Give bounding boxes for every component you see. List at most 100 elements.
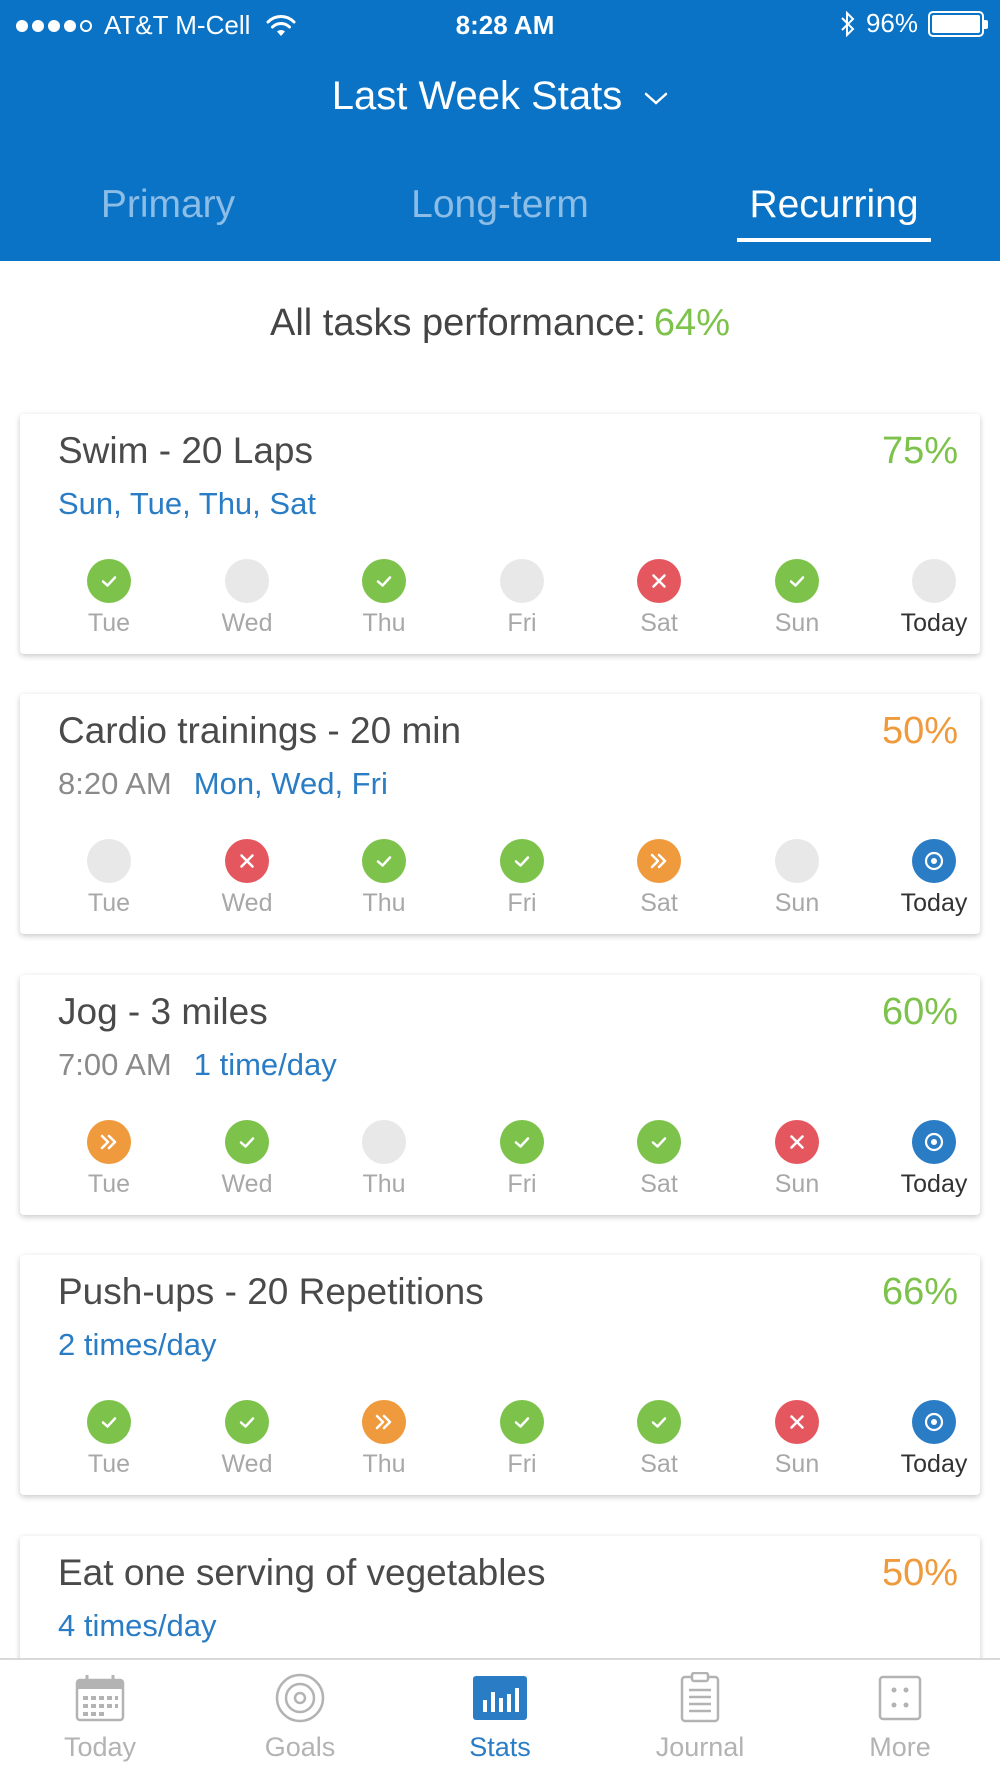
day-status[interactable]: Thu [329, 1400, 439, 1479]
nav-today[interactable]: Today [0, 1672, 200, 1763]
task-title: Cardio trainings - 20 min [58, 710, 462, 751]
day-status[interactable]: Tue [54, 1120, 164, 1199]
bottom-nav: Today Goals Stats Journal [0, 1658, 1000, 1778]
nav-more[interactable]: More [800, 1672, 1000, 1763]
day-label: Sun [774, 1170, 820, 1198]
day-status[interactable]: Thu [329, 1120, 439, 1199]
day-status[interactable]: Thu [329, 839, 439, 918]
day-status[interactable]: Tue [54, 559, 164, 638]
cross-icon [775, 1120, 819, 1164]
nav-label: Today [63, 1732, 137, 1762]
check-icon [87, 559, 131, 603]
day-label: Wed [221, 1450, 273, 1478]
performance-label: All tasks performance: [270, 302, 646, 344]
task-card[interactable]: Push-ups - 20 Repetitions 66% 2 times/da… [20, 1255, 980, 1495]
day-status[interactable]: Tue [54, 839, 164, 918]
day-status[interactable]: Sat [604, 1120, 714, 1199]
tab-primary[interactable]: Primary [100, 183, 236, 226]
day-status[interactable]: Thu [329, 559, 439, 638]
performance-summary: All tasks performance: 64% [0, 302, 1000, 345]
grid-icon [878, 1675, 922, 1721]
task-subtitle: 4 times/day [58, 1608, 217, 1644]
tab-long-term[interactable]: Long-term [411, 183, 589, 226]
target-icon [275, 1673, 325, 1723]
check-icon [637, 1120, 681, 1164]
day-label: Today [900, 889, 968, 917]
day-row: Tue Wed Thu Fri Sat Sun Today [20, 1400, 980, 1490]
day-status[interactable]: Sun [742, 1400, 852, 1479]
day-status[interactable]: Today [879, 1120, 989, 1199]
task-title: Eat one serving of vegetables [58, 1552, 546, 1593]
check-icon [500, 1120, 544, 1164]
nav-journal[interactable]: Journal [600, 1672, 800, 1763]
page-title: Last Week Stats [331, 74, 623, 118]
task-percent: 50% [881, 1552, 958, 1594]
active-tab-indicator [737, 238, 931, 242]
cross-icon [775, 1400, 819, 1444]
task-card[interactable]: Swim - 20 Laps 75% Sun, Tue, Thu, Sat Tu… [20, 414, 980, 654]
day-label: Sat [640, 1170, 678, 1198]
day-status[interactable]: Sun [742, 839, 852, 918]
day-status[interactable]: Today [879, 559, 989, 638]
day-label: Wed [221, 1170, 273, 1198]
tab-bar: Primary Long-term Recurring [0, 183, 1000, 243]
check-icon [362, 839, 406, 883]
skip-icon [362, 1400, 406, 1444]
cross-icon [225, 839, 269, 883]
nav-stats[interactable]: Stats [400, 1672, 600, 1763]
day-status[interactable]: Wed [192, 1400, 302, 1479]
check-icon [87, 1400, 131, 1444]
empty-circle-icon [87, 839, 131, 883]
target-icon [912, 1120, 956, 1164]
chevron-down-icon [645, 92, 668, 105]
day-label: Sun [774, 889, 820, 917]
nav-label: Goals [264, 1732, 336, 1762]
day-status[interactable]: Sat [604, 559, 714, 638]
header: AT&T M-Cell 8:28 AM 96% Last Week Stats … [0, 0, 1000, 261]
check-icon [500, 1400, 544, 1444]
empty-circle-icon [775, 839, 819, 883]
cross-icon [637, 559, 681, 603]
bluetooth-icon [841, 10, 855, 37]
check-icon [225, 1120, 269, 1164]
target-icon [912, 839, 956, 883]
day-status[interactable]: Wed [192, 839, 302, 918]
bar-chart-icon [473, 1676, 527, 1720]
task-subtitle: 2 times/day [58, 1327, 217, 1363]
day-label: Thu [362, 1450, 406, 1478]
calendar-icon [75, 1675, 125, 1722]
day-status[interactable]: Today [879, 839, 989, 918]
task-schedule: 2 times/day [58, 1327, 217, 1362]
day-status[interactable]: Fri [467, 559, 577, 638]
day-status[interactable]: Wed [192, 1120, 302, 1199]
day-status[interactable]: Fri [467, 1400, 577, 1479]
day-status[interactable]: Sat [604, 1400, 714, 1479]
task-time: 8:20 AM [58, 766, 172, 801]
task-subtitle: Sun, Tue, Thu, Sat [58, 486, 316, 522]
check-icon [225, 1400, 269, 1444]
day-label: Thu [362, 889, 406, 917]
title-dropdown[interactable]: Last Week Stats [0, 74, 1000, 119]
skip-icon [87, 1120, 131, 1164]
day-status[interactable]: Sat [604, 839, 714, 918]
task-card[interactable]: Jog - 3 miles 60% 7:00 AM 1 time/day Tue W… [20, 975, 980, 1215]
day-status[interactable]: Wed [192, 559, 302, 638]
nav-label: Stats [469, 1732, 531, 1762]
day-status[interactable]: Fri [467, 839, 577, 918]
day-row: Tue Wed Thu Fri Sat Sun Today [20, 839, 980, 929]
day-status[interactable]: Sun [742, 559, 852, 638]
tab-recurring[interactable]: Recurring [749, 183, 919, 226]
check-icon [362, 559, 406, 603]
day-status[interactable]: Tue [54, 1400, 164, 1479]
day-status[interactable]: Fri [467, 1120, 577, 1199]
day-status[interactable]: Today [879, 1400, 989, 1479]
day-label: Sun [774, 609, 820, 637]
day-label: Wed [221, 889, 273, 917]
status-left: AT&T M-Cell [16, 10, 296, 41]
task-percent: 60% [881, 991, 958, 1033]
task-title: Swim - 20 Laps [58, 430, 313, 471]
task-card[interactable]: Cardio trainings - 20 min 50% 8:20 AM Mon… [20, 694, 980, 934]
day-status[interactable]: Sun [742, 1120, 852, 1199]
nav-goals[interactable]: Goals [200, 1672, 400, 1763]
empty-circle-icon [500, 559, 544, 603]
